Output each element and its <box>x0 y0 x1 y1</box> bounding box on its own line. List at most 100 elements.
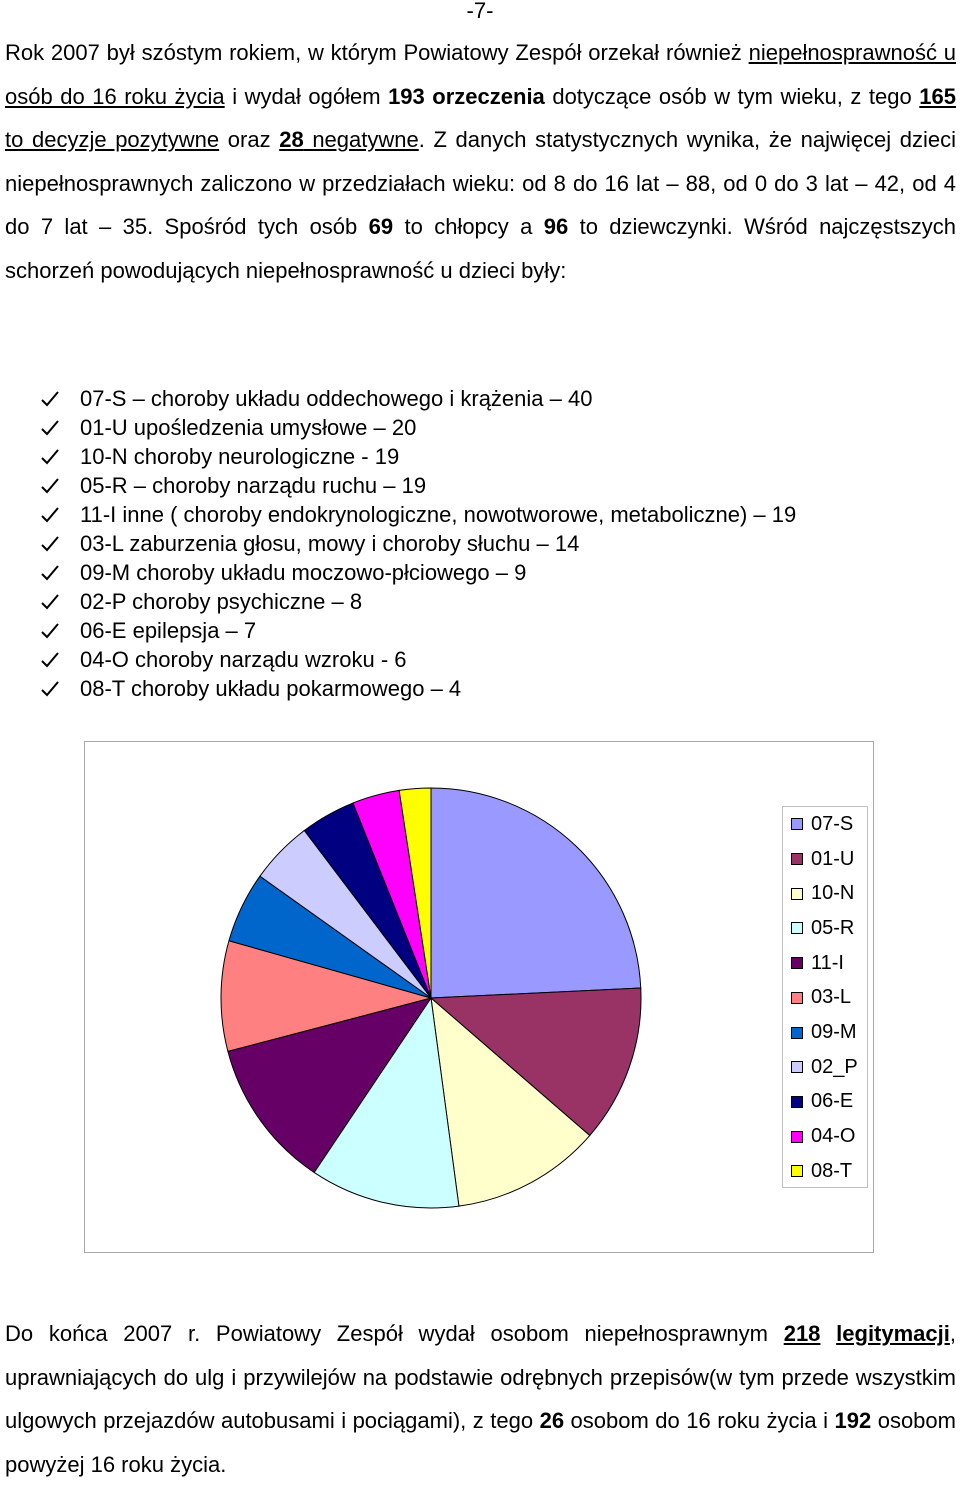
negative-label: negatywne <box>303 127 419 153</box>
list-item: 10-N choroby neurologiczne - 19 <box>40 442 796 471</box>
closing-text: osobom powyżej 16 roku życia. <box>5 1408 956 1477</box>
checkmark-icon <box>40 680 80 698</box>
pie-slice-07-s <box>430 787 642 999</box>
list-item: 04-O choroby narządu wzroku - 6 <box>40 645 796 674</box>
legend-label: 03-L <box>811 986 852 1009</box>
list-item-text: 04-O choroby narządu wzroku - 6 <box>80 647 407 672</box>
legend-swatch <box>791 1026 803 1039</box>
legend-item: 05-R <box>791 911 854 946</box>
list-item-text: 03-L zaburzenia głosu, mowy i choroby sł… <box>80 531 580 556</box>
intro-text: to dziewczynki. Wśród najczęstszych scho… <box>5 214 957 283</box>
list-item-text: 05-R – choroby narządu ruchu – 19 <box>80 473 427 498</box>
list-item-text: 01-U upośledzenia umysłowe – 20 <box>80 415 417 440</box>
boys-count: 69 <box>368 214 394 240</box>
intro-text: . Z danych statystycznych wynika, że naj… <box>5 127 956 240</box>
legend-item: 11-I <box>791 946 844 981</box>
legend-item: 10-N <box>791 876 854 911</box>
checkmark-icon <box>40 390 80 408</box>
checkmark-icon <box>40 506 80 524</box>
legend-label: 07-S <box>811 812 854 835</box>
legend-swatch <box>791 1095 803 1108</box>
id-cards-count: 218 <box>783 1321 821 1346</box>
list-item: 09-M choroby układu moczowo-płciowego – … <box>40 558 796 587</box>
pie-chart-plot <box>220 787 642 1209</box>
list-item-text: 11-I inne ( choroby endokrynologiczne, n… <box>80 502 797 527</box>
list-item-text: 06-E epilepsja – 7 <box>80 618 257 643</box>
list-item: 07-S – choroby układu oddechowego i krąż… <box>40 384 796 413</box>
list-item: 11-I inne ( choroby endokrynologiczne, n… <box>40 500 796 529</box>
pie-slice-08-t <box>398 787 432 999</box>
list-item-text: 10-N choroby neurologiczne - 19 <box>80 444 400 469</box>
legend-label: 10-N <box>811 882 855 905</box>
list-item: 01-U upośledzenia umysłowe – 20 <box>40 413 796 442</box>
legend-label: 11-I <box>811 951 844 974</box>
closing-text <box>820 1321 836 1346</box>
intro-underlined-age: niepełnosprawność u osób do 16 roku życi… <box>5 40 956 109</box>
pie-chart: 07-S 01-U 10-N 05-R 11-I 03-L 09-M 02_P 06-E 04-O… <box>84 741 874 1253</box>
intro-text: oraz <box>219 127 280 153</box>
pie-slice-03-l <box>220 940 433 1053</box>
list-item: 06-E epilepsja – 7 <box>40 616 796 645</box>
intro-text: to chłopcy a <box>393 214 544 240</box>
legend-swatch <box>791 991 803 1004</box>
legend-swatch <box>791 1130 803 1143</box>
intro-text: Rok 2007 był szóstym rokiem, w którym Po… <box>5 40 749 65</box>
list-item: 08-T choroby układu pokarmowego – 4 <box>40 674 796 703</box>
negative-count: 28 <box>279 127 304 153</box>
list-item: 05-R – choroby narządu ruchu – 19 <box>40 471 796 500</box>
legend-swatch <box>791 957 803 970</box>
legend-label: 01-U <box>811 847 855 870</box>
closing-paragraph: Do końca 2007 r. Powiatowy Zespół wydał … <box>5 1312 956 1486</box>
total-decisions: 193 <box>388 83 425 109</box>
over16-count: 192 <box>834 1408 872 1434</box>
legend-label: 04-O <box>811 1125 856 1148</box>
list-item-text: 07-S – choroby układu oddechowego i krąż… <box>80 386 593 411</box>
legend-label: 02_P <box>811 1055 858 1078</box>
list-item-text: 02-P choroby psychiczne – 8 <box>80 589 363 614</box>
id-cards-label: legitymacji <box>836 1321 950 1346</box>
intro-paragraph: Rok 2007 był szóstym rokiem, w którym Po… <box>5 31 956 293</box>
legend-label: 09-M <box>811 1021 857 1044</box>
pie-slice-05-r <box>313 996 460 1209</box>
legend-item: 02_P <box>791 1050 858 1085</box>
closing-text: , uprawniających do ulg i przywilejów na… <box>5 1321 956 1434</box>
pie-slice-10-n <box>430 996 591 1207</box>
pie-slice-11-i <box>227 997 433 1174</box>
pie-slice-01-u <box>429 987 642 1137</box>
legend-item: 08-T <box>791 1154 852 1189</box>
legend-label: 08-T <box>811 1159 853 1182</box>
legend-item: 04-O <box>791 1119 855 1154</box>
checkmark-icon <box>40 564 80 582</box>
legend-swatch <box>791 818 803 831</box>
legend-item: 07-S <box>791 807 853 842</box>
positive-count: 165 <box>919 83 956 109</box>
intro-bold-word: orzeczenia <box>424 83 545 109</box>
legend-swatch <box>791 922 803 935</box>
list-item: 03-L zaburzenia głosu, mowy i choroby sł… <box>40 529 796 558</box>
checkmark-icon <box>40 535 80 553</box>
legend-swatch <box>791 853 803 866</box>
checkmark-icon <box>40 622 80 640</box>
list-item-text: 09-M choroby układu moczowo-płciowego – … <box>80 560 527 585</box>
checkmark-icon <box>40 419 80 437</box>
legend-item: 09-M <box>791 1015 857 1050</box>
legend-item: 01-U <box>791 842 854 877</box>
positive-label: to decyzje pozytywne <box>5 127 220 153</box>
checkmark-icon <box>40 593 80 611</box>
girls-count: 96 <box>543 214 569 240</box>
legend-swatch <box>791 887 803 900</box>
legend-label: 05-R <box>811 916 855 939</box>
checkmark-icon <box>40 477 80 495</box>
legend-item: 06-E <box>791 1085 853 1120</box>
page-number: -7- <box>466 0 494 23</box>
closing-text: osobom do 16 roku życia i <box>564 1408 835 1434</box>
legend-swatch <box>791 1165 803 1178</box>
chart-legend: 07-S 01-U 10-N 05-R 11-I 03-L 09-M 02_P 06-E 04-O… <box>782 806 868 1188</box>
checkmark-icon <box>40 651 80 669</box>
intro-text: dotyczące osób w tym wieku, z tego <box>544 83 920 109</box>
intro-text: i wydał ogółem <box>224 83 389 109</box>
legend-label: 06-E <box>811 1090 854 1113</box>
list-item: 02-P choroby psychiczne – 8 <box>40 587 796 616</box>
conditions-list: 07-S – choroby układu oddechowego i krąż… <box>40 384 796 703</box>
under16-count: 26 <box>539 1408 565 1434</box>
